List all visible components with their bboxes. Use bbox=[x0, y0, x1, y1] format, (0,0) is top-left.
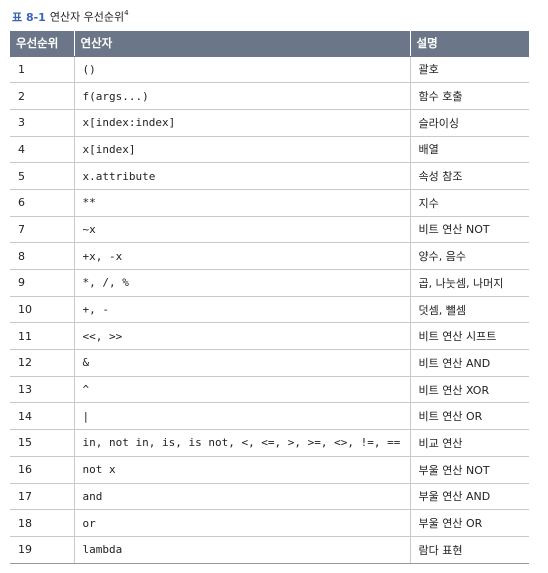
description-cell: 슬라이싱 bbox=[409, 109, 529, 137]
operator-cell: () bbox=[73, 56, 410, 84]
table-body: 1() 괄호 2 f(args...) 함수 호출 3 x[index:index] 슬라이싱… bbox=[10, 56, 529, 564]
precedence-cell: 13 bbox=[10, 376, 74, 404]
footnote-marker: 4 bbox=[124, 9, 129, 17]
precedence-cell: 5 bbox=[10, 162, 74, 190]
header-precedence: 우선순위 bbox=[10, 31, 74, 57]
operator-cell: f(args...) bbox=[73, 82, 410, 110]
table-row: 4 x[index] 배열 bbox=[10, 136, 529, 164]
precedence-cell: 19 bbox=[10, 536, 74, 564]
description-cell: 양수, 음수 bbox=[409, 242, 529, 270]
table-row: 8 +x, -x 양수, 음수 bbox=[10, 242, 529, 270]
table-row: 13 ^ 비트 연산 XOR bbox=[10, 376, 529, 404]
table-row: 16 not x 부울 연산 NOT bbox=[10, 456, 529, 484]
table-number: 표 8-1 bbox=[12, 10, 46, 24]
table-row: 14 | 비트 연산 OR bbox=[10, 402, 529, 431]
precedence-cell: 17 bbox=[10, 483, 74, 511]
operator-cell: ~x bbox=[73, 216, 410, 244]
operator-cell: and bbox=[73, 483, 410, 511]
table-row: 3 x[index:index] 슬라이싱 bbox=[10, 109, 529, 137]
precedence-cell: 8 bbox=[10, 242, 74, 270]
table-row: 5 x.attribute 속성 참조 bbox=[10, 162, 529, 190]
description-cell: 람다 표현 bbox=[409, 536, 529, 564]
table-title: 연산자 우선순위 bbox=[49, 10, 125, 24]
precedence-cell: 4 bbox=[10, 136, 74, 164]
table-row: 7 ~x 비트 연산 NOT bbox=[10, 216, 529, 244]
description-cell: 비트 연산 NOT bbox=[409, 216, 529, 244]
description-cell: 속성 참조 bbox=[409, 162, 529, 190]
precedence-cell: 11 bbox=[10, 322, 74, 351]
table-row: 1() 괄호 bbox=[10, 56, 529, 84]
precedence-cell: 12 bbox=[10, 349, 74, 377]
description-cell: 부울 연산 NOT bbox=[409, 456, 529, 484]
operator-cell: or bbox=[73, 509, 410, 537]
table-header: 우선순위 연산자 설명 bbox=[10, 31, 529, 57]
table-row: 11 <<, >> 비트 연산 시프트 bbox=[10, 322, 529, 351]
description-cell: 비트 연산 AND bbox=[409, 349, 529, 377]
header-row: 우선순위 연산자 설명 bbox=[10, 31, 529, 57]
operator-cell: x[index:index] bbox=[73, 109, 410, 137]
description-cell: 괄호 bbox=[409, 56, 529, 84]
description-cell: 부울 연산 AND bbox=[409, 483, 529, 511]
description-cell: 비교 연산 bbox=[409, 429, 529, 457]
precedence-cell: 16 bbox=[10, 456, 74, 484]
table-row: 12 & 비트 연산 AND bbox=[10, 349, 529, 377]
description-cell: 비트 연산 OR bbox=[409, 402, 529, 431]
operator-cell: x.attribute bbox=[73, 162, 410, 190]
table-row: 17 and 부울 연산 AND bbox=[10, 483, 529, 511]
precedence-cell: 3 bbox=[10, 109, 74, 137]
table-row: 2 f(args...) 함수 호출 bbox=[10, 82, 529, 110]
table-row: 6 ** 지수 bbox=[10, 189, 529, 217]
description-cell: 덧셈, 뺄셈 bbox=[409, 296, 529, 324]
table-row: 9 *, /, % 곱, 나눗셈, 나머지 bbox=[10, 269, 529, 297]
table-row: 19 lambda 람다 표현 bbox=[10, 536, 529, 564]
precedence-cell: 9 bbox=[10, 269, 74, 297]
operator-cell: x[index] bbox=[73, 136, 410, 164]
operator-cell: <<, >> bbox=[73, 322, 410, 351]
precedence-cell: 14 bbox=[10, 402, 74, 431]
precedence-cell: 1 bbox=[10, 56, 74, 84]
description-cell: 비트 연산 XOR bbox=[409, 376, 529, 404]
operator-cell: *, /, % bbox=[73, 269, 410, 297]
precedence-cell: 2 bbox=[10, 82, 74, 110]
operator-cell: +x, -x bbox=[73, 242, 410, 270]
table-row: 10 +, - 덧셈, 뺄셈 bbox=[10, 296, 529, 324]
description-cell: 함수 호출 bbox=[409, 82, 529, 110]
precedence-cell: 6 bbox=[10, 189, 74, 217]
operator-cell: ^ bbox=[73, 376, 410, 404]
precedence-cell: 7 bbox=[10, 216, 74, 244]
header-description: 설명 bbox=[409, 31, 529, 57]
table-caption: 표 8-1 연산자 우선순위4 bbox=[12, 4, 129, 24]
precedence-cell: 15 bbox=[10, 429, 74, 457]
table-row: 18 or 부울 연산 OR bbox=[10, 509, 529, 537]
operator-cell: & bbox=[73, 349, 410, 377]
operator-cell: | bbox=[73, 402, 410, 431]
description-cell: 지수 bbox=[409, 189, 529, 217]
description-cell: 배열 bbox=[409, 136, 529, 164]
operator-cell: not x bbox=[73, 456, 410, 484]
precedence-cell: 18 bbox=[10, 509, 74, 537]
operator-cell: lambda bbox=[73, 536, 410, 564]
operator-cell: in, not in, is, is not, <, <=, >, >=, <>… bbox=[73, 429, 410, 457]
operator-precedence-table: 우선순위 연산자 설명 1() 괄호 2 f(args...) 함수 호출 3 x[inde… bbox=[10, 31, 529, 564]
description-cell: 비트 연산 시프트 bbox=[409, 322, 529, 351]
precedence-cell: 10 bbox=[10, 296, 74, 324]
description-cell: 부울 연산 OR bbox=[409, 509, 529, 537]
header-operator: 연산자 bbox=[73, 31, 410, 57]
operator-cell: ** bbox=[73, 189, 410, 217]
operator-cell: +, - bbox=[73, 296, 410, 324]
table-row: 15 in, not in, is, is not, <, <=, >, >=, … bbox=[10, 429, 529, 457]
description-cell: 곱, 나눗셈, 나머지 bbox=[409, 269, 529, 297]
